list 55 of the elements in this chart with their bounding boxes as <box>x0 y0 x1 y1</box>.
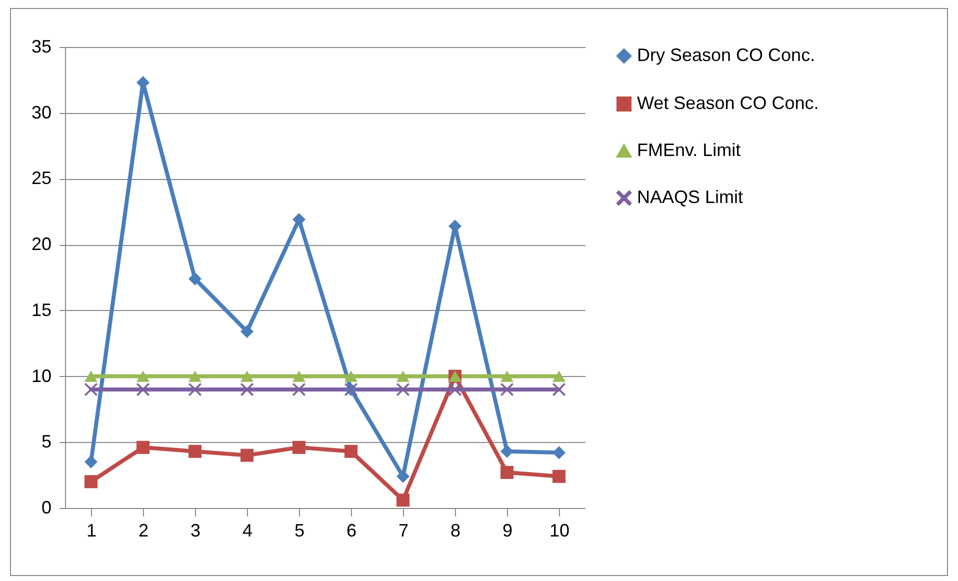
x-tick-label: 7 <box>398 520 409 540</box>
point <box>552 470 566 483</box>
point <box>188 370 202 382</box>
point <box>84 382 98 396</box>
point <box>552 370 566 382</box>
y-tick-label: 0 <box>41 498 52 518</box>
point <box>188 444 202 458</box>
x-tick-label: 10 <box>549 520 570 540</box>
point <box>292 382 306 396</box>
y-tick-label: 35 <box>31 36 52 56</box>
point <box>136 440 150 454</box>
point <box>240 448 254 462</box>
y-tick-label: 10 <box>31 366 52 386</box>
point <box>240 324 254 338</box>
point <box>448 382 462 396</box>
point <box>500 382 514 396</box>
x-tick-label: 6 <box>346 520 357 540</box>
x-tick-label: 4 <box>242 520 253 540</box>
x-tick-label: 8 <box>450 520 461 540</box>
point <box>552 446 566 460</box>
y-tick-label: 5 <box>41 432 52 452</box>
x-tick-label: 9 <box>502 520 513 540</box>
point <box>396 494 410 507</box>
legend-label: NAAQS Limit <box>637 187 744 207</box>
point <box>552 382 566 396</box>
point <box>344 370 358 382</box>
point <box>188 272 202 286</box>
point <box>500 370 514 382</box>
point <box>188 382 202 396</box>
point <box>396 382 410 396</box>
x-tick-label: 2 <box>138 520 149 540</box>
legend-label: FMEnv. Limit <box>637 140 741 160</box>
y-tick-label: 25 <box>31 168 52 188</box>
y-tick-label: 15 <box>31 300 52 320</box>
y-tick-label: 30 <box>31 102 52 122</box>
y-tick-label: 20 <box>31 234 52 254</box>
point <box>500 466 514 479</box>
point <box>292 370 306 382</box>
legend-label: Dry Season CO Conc. <box>637 45 816 65</box>
point <box>84 455 98 468</box>
legend-label: Wet Season CO Conc. <box>637 93 819 113</box>
point <box>344 444 358 458</box>
point <box>240 370 254 382</box>
point <box>292 213 306 226</box>
x-tick-label: 5 <box>294 520 305 540</box>
point <box>396 470 410 483</box>
point <box>396 370 410 382</box>
point <box>292 440 306 454</box>
point <box>84 475 98 488</box>
point <box>136 370 150 382</box>
x-tick-label: 3 <box>190 520 201 540</box>
point <box>240 382 254 396</box>
point <box>136 382 150 396</box>
x-tick-label: 1 <box>86 520 97 540</box>
point <box>84 370 98 382</box>
